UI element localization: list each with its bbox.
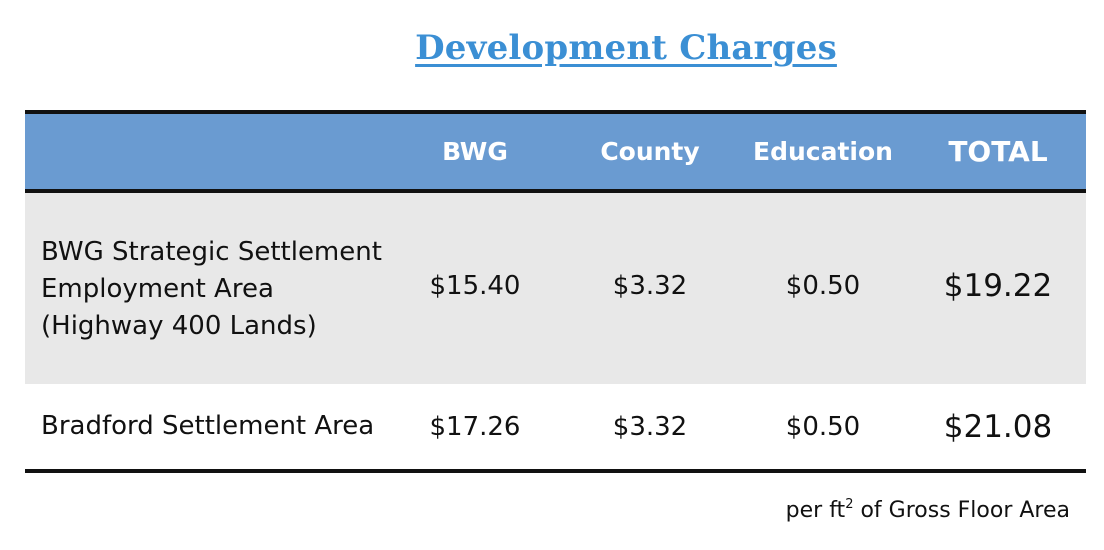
row-label: Bradford Settlement Area	[41, 408, 374, 445]
header-county: County	[600, 137, 700, 166]
cell-total: $19.22	[943, 268, 1053, 304]
footnote-superscript: 2	[845, 497, 854, 512]
table-row: BWG Strategic Settlement Employment Area…	[25, 193, 1086, 384]
cell-total: $21.08	[943, 409, 1053, 445]
table-row: Bradford Settlement Area $17.26 $3.32 $0…	[25, 384, 1086, 469]
row-label-line: Bradford Settlement Area	[41, 411, 375, 441]
cell-bwg: $17.26	[429, 412, 521, 442]
table-header-row: BWG County Education TOTAL	[25, 114, 1086, 189]
row-label: BWG Strategic Settlement Employment Area…	[41, 234, 382, 345]
footnote-suffix: of Gross Floor Area	[853, 498, 1070, 523]
footnote: per ft2 of Gross Floor Area	[786, 497, 1070, 523]
row-label-line: BWG Strategic Settlement	[41, 237, 382, 267]
page-title: Development Charges	[415, 28, 837, 68]
row-label-line: Employment Area	[41, 274, 274, 304]
cell-county: $3.32	[612, 412, 688, 442]
cell-education: $0.50	[785, 271, 861, 301]
cell-bwg: $15.40	[429, 271, 521, 301]
header-total: TOTAL	[948, 135, 1048, 168]
table-header-rule	[25, 189, 1086, 193]
cell-education: $0.50	[785, 412, 861, 442]
table-top-rule	[25, 110, 1086, 114]
table-bottom-rule	[25, 469, 1086, 473]
footnote-prefix: per ft	[785, 498, 846, 523]
row-label-line: (Highway 400 Lands)	[41, 311, 317, 341]
header-education: Education	[753, 137, 893, 166]
header-bwg: BWG	[442, 137, 508, 166]
cell-county: $3.32	[612, 271, 688, 301]
